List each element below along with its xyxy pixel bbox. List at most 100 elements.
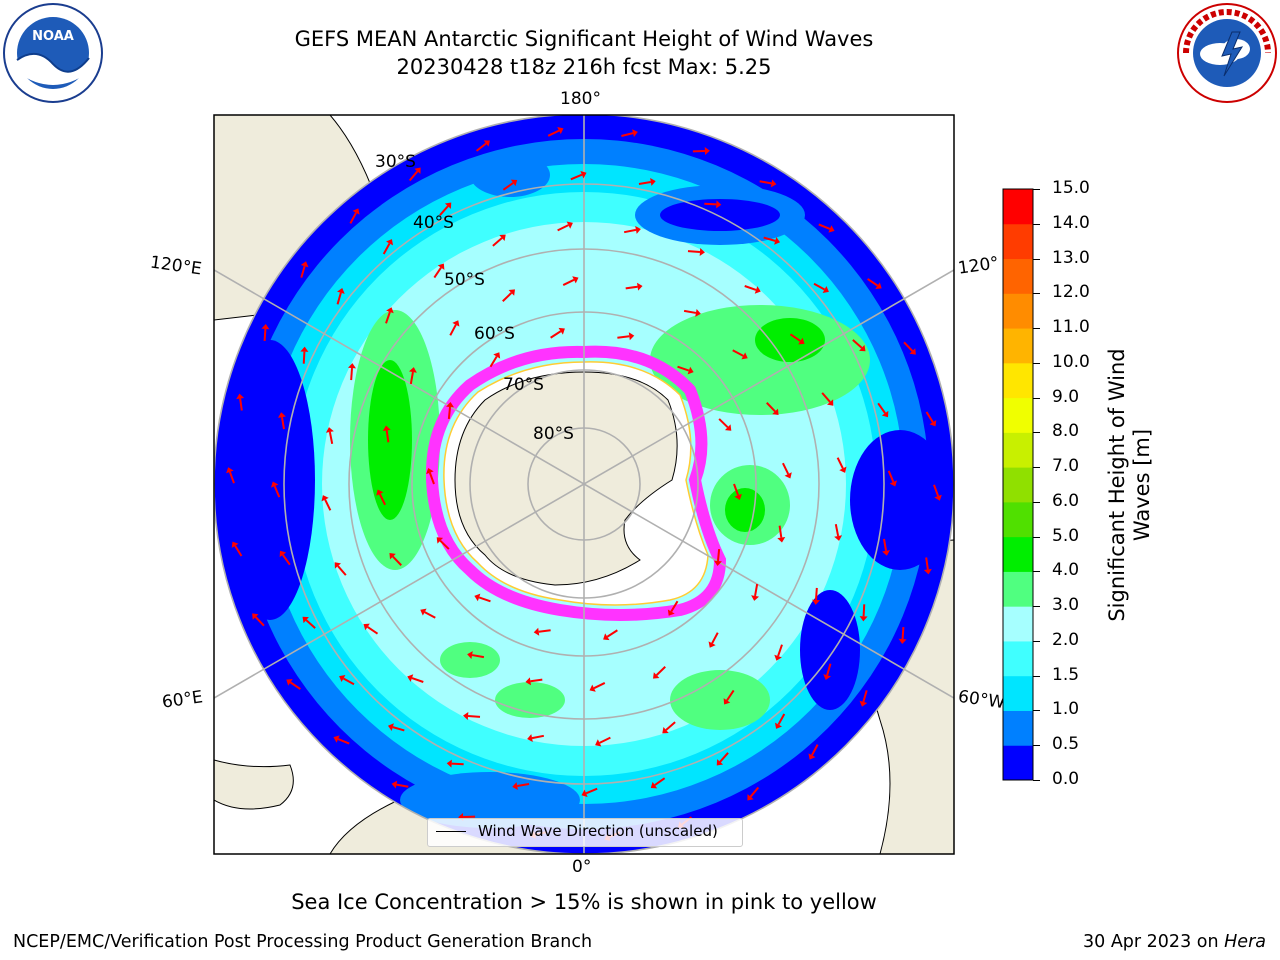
wave-arrow-shaft [625,285,638,290]
wave-arrow-shaft [289,681,301,690]
wave-arrow-shaft [489,355,498,368]
wave-arrow-shaft [901,627,905,640]
wave-arrow-head [667,609,675,616]
colorbar-tick [1033,710,1040,712]
wave-arrow-shaft [254,616,265,627]
colorbar [1002,188,1034,781]
wave-arrow-shaft [447,406,452,420]
wave-arrow-shaft [408,170,419,182]
colorbar-tick-label: 2.0 [1052,629,1080,650]
colorbar-tick-label: 11.0 [1052,317,1090,338]
wave-arrow-shaft [834,523,840,537]
wave-arrow-shaft [392,726,405,732]
wave-arrow-head [713,560,722,566]
colorbar-tick [1033,675,1040,677]
lon-label-180: 180° [560,89,601,109]
wave-arrow-shaft [683,309,697,314]
wave-arrow-shaft [621,132,634,137]
wave-arrow-shaft [547,129,560,137]
wave-arrow-shaft [665,721,676,731]
wave-arrow-head [558,327,565,335]
wave-arrow-shaft [234,545,243,557]
colorbar-tick-label: 4.0 [1052,560,1080,581]
wave-arrow-shaft [396,783,409,788]
wave-arrow-shaft [392,555,402,566]
wave-arrow-head [407,674,414,682]
colorbar-segment [1003,536,1033,572]
map-legend: Wind Wave Direction (unscaled) [427,818,743,847]
wave-arrow-head [391,780,398,789]
colorbar-tick-label: 6.0 [1052,490,1080,511]
wave-arrow-head [822,286,829,294]
wave-arrow-head [512,782,518,790]
colorbar-tick-label: 13.0 [1052,247,1090,268]
colorbar-tick [1033,223,1040,225]
wave-arrow-shaft [531,734,545,740]
wave-arrow-shaft [305,619,316,629]
wave-arrow-head [376,489,384,496]
wave-arrow-head [889,480,898,487]
wave-arrow-shaft [687,250,701,253]
wave-arrow-head [770,179,777,188]
wave-arrow-head [527,734,533,743]
wave-arrow-head [300,346,309,352]
wave-arrow-shaft [766,402,776,413]
wave-arrow-shaft [726,689,735,701]
wave-arrow-head [572,276,579,284]
wave-arrow-shaft [337,565,347,576]
lat-label-70s: 70°S [503,375,544,395]
wave-arrow-shaft [655,666,666,676]
colorbar-tick-label: 15.0 [1052,178,1090,198]
wave-arrow-head [637,282,643,291]
wave-arrow-head [300,261,309,268]
wave-arrow-head [716,200,722,209]
colorbar-segment [1003,362,1033,399]
wave-arrow-head [859,700,868,707]
wave-arrow-head [723,698,731,705]
lon-label-0: 0° [572,857,592,877]
wave-arrow-head [650,781,658,789]
wave-arrow-shaft [228,471,235,484]
wave-arrow-shaft [821,392,831,403]
colorbar-tick [1033,293,1040,295]
wave-arrow-head [533,627,540,636]
wave-arrow-head [302,616,309,624]
wave-arrow-shaft [778,525,783,538]
wave-arrow-head [339,674,346,682]
wave-arrow-shaft [378,493,386,506]
lat-label-60s: 60°S [474,324,515,344]
noaa-logo-text: NOAA [32,29,74,44]
colorbar-segment [1003,606,1033,642]
wave-arrow-head [923,568,932,575]
colorbar-segment [1003,293,1033,329]
footer-branch: NCEP/EMC/Verification Post Processing Pr… [13,932,593,952]
wave-arrow-head [474,593,481,602]
wave-arrow-head [929,420,937,427]
wave-arrow-shaft [280,417,285,430]
wave-arrow-head [325,427,334,433]
colorbar-segment [1003,675,1033,711]
wave-arrow-shaft [342,677,355,686]
nws-logo [1177,3,1277,103]
colorbar-segment [1003,328,1033,364]
wave-arrow-head [382,425,391,431]
wave-arrow-shaft [677,365,690,372]
colorbar-tick [1033,501,1040,503]
wave-arrow-head [231,541,239,548]
colorbar-segment [1003,432,1033,468]
legend-label: Wind Wave Direction (unscaled) [478,822,718,840]
wave-arrow-head [828,225,835,233]
colorbar-tick [1033,467,1040,469]
wave-arrow-head [827,399,834,406]
wave-arrow-head [352,208,360,215]
wave-arrow-head [934,494,942,501]
colorbar-tick-label: 9.0 [1052,386,1080,407]
wave-arrow-shaft [617,335,630,339]
colorbar-segment [1003,467,1033,503]
colorbar-segment [1003,710,1033,746]
wave-arrow-shaft [654,777,666,786]
wave-arrow-shaft [782,462,790,475]
wave-arrow-head [798,337,805,345]
wave-arrow-head [603,633,610,641]
wave-arrow-head [252,613,259,620]
